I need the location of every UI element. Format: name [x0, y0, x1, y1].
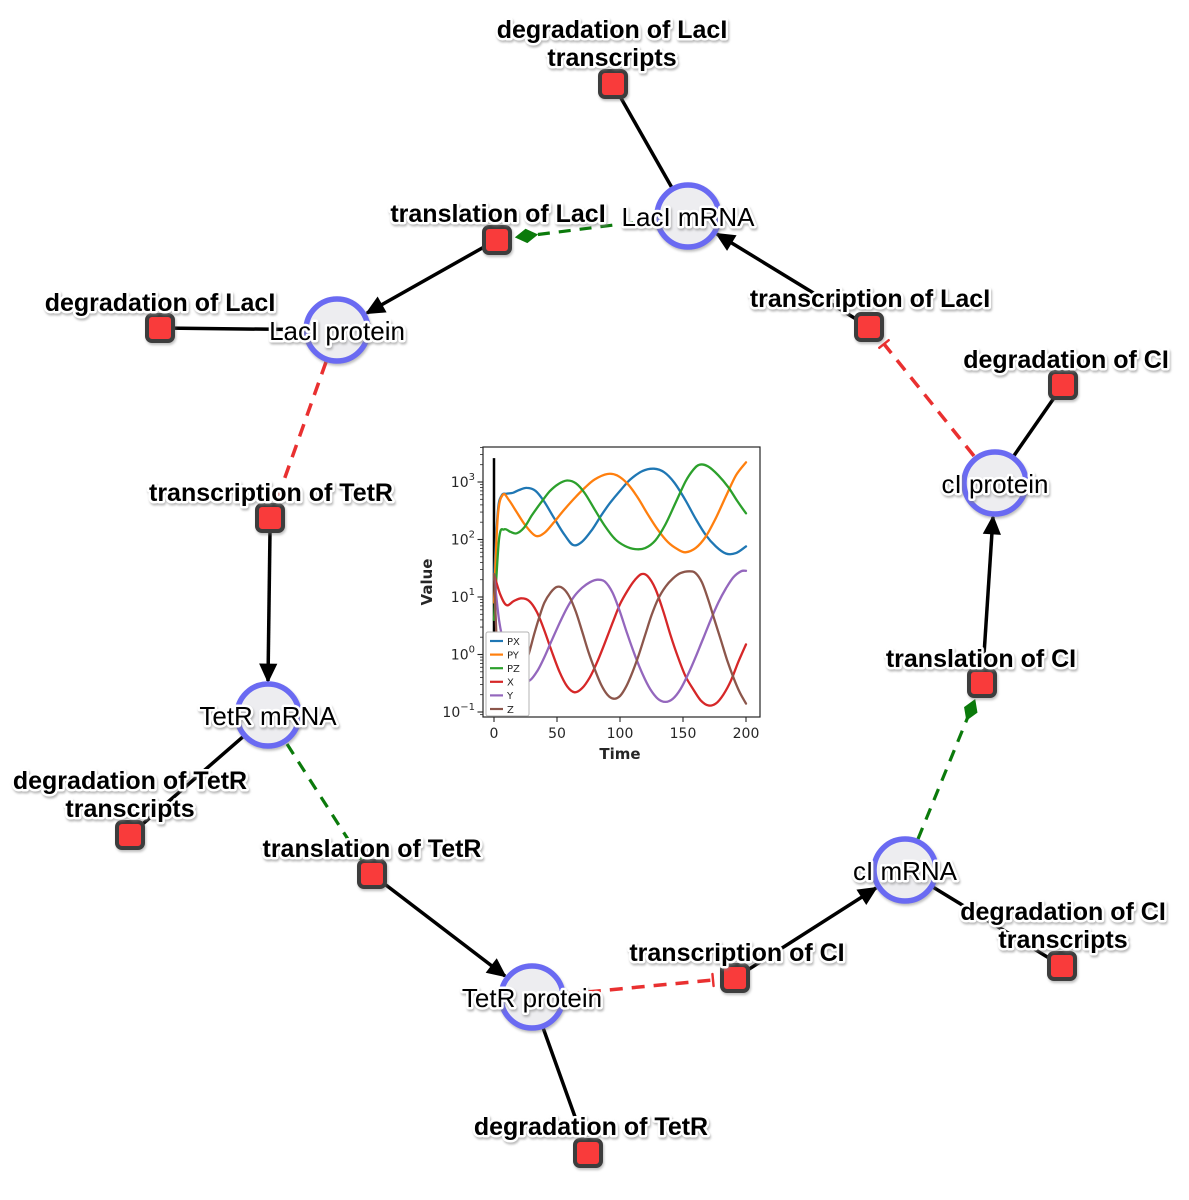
- edge-transcription-laci-to-laci-mrna: [715, 232, 857, 321]
- legend-label-X: X: [507, 678, 514, 689]
- reaction-node-degradation-laci[interactable]: [145, 313, 175, 343]
- edge-translation-laci-to-laci-protein: [365, 245, 485, 315]
- legend-label-PX: PX: [507, 637, 520, 648]
- reaction-node-translation-ci[interactable]: [967, 668, 997, 698]
- series-line-PX: [492, 467, 748, 581]
- species-node-tetr-protein[interactable]: [498, 963, 566, 1031]
- y-axis-label: Value: [418, 559, 436, 606]
- y-tick-label: 100: [451, 645, 475, 664]
- edge-tetr-mrna-catalyzes-translation-tetr: [285, 743, 362, 861]
- species-label-laci-protein: LacI protein: [269, 316, 405, 346]
- x-axis-label: Time: [599, 745, 640, 763]
- reaction-label-transcription-tetr: transcription of TetR: [149, 479, 393, 507]
- reaction-node-degradation-tetr-transcripts[interactable]: [115, 820, 145, 850]
- series-line-PZ: [492, 463, 748, 622]
- reaction-node-transcription-laci[interactable]: [854, 312, 884, 342]
- x-tick-label: 200: [733, 726, 760, 742]
- edge-tetr-protein-inhibits-transcription-ci: [565, 972, 715, 996]
- legend-label-Z: Z: [507, 705, 514, 716]
- reaction-label-transcription-ci: transcription of CI: [629, 939, 844, 967]
- legend-label-Y: Y: [506, 691, 514, 702]
- x-tick-label: 150: [670, 726, 697, 742]
- reaction-label-degradation-ci: degradation of CI: [963, 346, 1169, 374]
- reaction-label-translation-laci: translation of LacI: [390, 200, 605, 228]
- species-label-tetr-mrna: TetR mRNA: [199, 701, 337, 731]
- y-tick-label: 101: [451, 587, 475, 606]
- edge-translation-tetr-to-tetr-protein: [380, 880, 507, 978]
- y-tick-label: 10−1: [442, 702, 475, 721]
- reaction-node-degradation-ci[interactable]: [1048, 370, 1078, 400]
- edge-transcription-ci-to-ci-mrna: [745, 886, 878, 973]
- species-label-tetr-protein: TetR protein: [462, 983, 602, 1013]
- edge-laci-protein-inhibits-transcription-tetr: [271, 361, 328, 501]
- edge-transcription-tetr-to-tetr-mrna: [259, 530, 278, 684]
- series-line-PY: [492, 461, 748, 604]
- reaction-label-degradation-laci-transcripts-1: degradation of LacI: [497, 16, 728, 44]
- species-node-tetr-mrna[interactable]: [234, 681, 302, 749]
- reaction-node-translation-tetr[interactable]: [357, 859, 387, 889]
- y-tick-label: 102: [451, 530, 475, 549]
- edge-translation-ci-to-ci-protein: [981, 514, 1001, 671]
- reaction-node-degradation-tetr[interactable]: [573, 1138, 603, 1168]
- edge-laci-mrna-catalyzes-translation-laci: [514, 218, 655, 244]
- reaction-label-degradation-ci-transcripts-1: degradation of CI: [960, 898, 1166, 926]
- species-node-laci-protein[interactable]: [303, 296, 371, 364]
- reaction-label-degradation-tetr-transcripts-2: transcripts: [65, 795, 194, 823]
- edge-ci-protein-inhibits-transcription-laci: [878, 338, 976, 458]
- reaction-label-translation-tetr: translation of TetR: [263, 835, 482, 863]
- reaction-node-transcription-ci[interactable]: [720, 963, 750, 993]
- x-tick-label: 100: [607, 726, 634, 742]
- reaction-label-degradation-tetr-transcripts-1: degradation of TetR: [13, 767, 247, 795]
- reaction-label-degradation-laci: degradation of LacI: [45, 289, 276, 317]
- x-tick-label: 0: [490, 726, 499, 742]
- species-node-ci-protein[interactable]: [961, 449, 1029, 517]
- legend-label-PY: PY: [507, 650, 520, 661]
- y-tick-label: 103: [451, 472, 475, 491]
- legend-label-PZ: PZ: [507, 664, 520, 675]
- species-label-ci-protein: cI protein: [942, 469, 1049, 499]
- reaction-label-degradation-ci-transcripts-2: transcripts: [998, 926, 1127, 954]
- reaction-node-translation-laci[interactable]: [482, 225, 512, 255]
- reaction-label-degradation-tetr: degradation of TetR: [474, 1113, 708, 1141]
- edge-ci-mrna-catalyzes-translation-ci: [916, 699, 978, 840]
- species-node-ci-mrna[interactable]: [871, 836, 939, 904]
- species-label-ci-mrna: cI mRNA: [853, 856, 958, 886]
- reaction-node-degradation-ci-transcripts[interactable]: [1047, 951, 1077, 981]
- x-tick-label: 50: [548, 726, 566, 742]
- reaction-label-translation-ci: translation of CI: [886, 645, 1076, 673]
- time-series-plot: 0 50 100 150 200 10−1 100 101 102 103 Time Value PX P…: [418, 430, 777, 763]
- reaction-node-transcription-tetr[interactable]: [255, 503, 285, 533]
- species-node-laci-mrna[interactable]: [654, 182, 722, 250]
- reaction-node-degradation-laci-transcripts[interactable]: [598, 69, 628, 99]
- series-line-X: [492, 572, 748, 707]
- species-label-laci-mrna: LacI mRNA: [622, 202, 756, 232]
- label-layer: LacI mRNA LacI protein TetR mRNA TetR pr…: [10, 14, 1171, 1144]
- node-layer: [115, 69, 1078, 1168]
- plot-frame: [482, 446, 761, 718]
- reaction-label-transcription-laci: transcription of LacI: [750, 285, 990, 313]
- reaction-label-degradation-laci-transcripts-2: transcripts: [547, 44, 676, 72]
